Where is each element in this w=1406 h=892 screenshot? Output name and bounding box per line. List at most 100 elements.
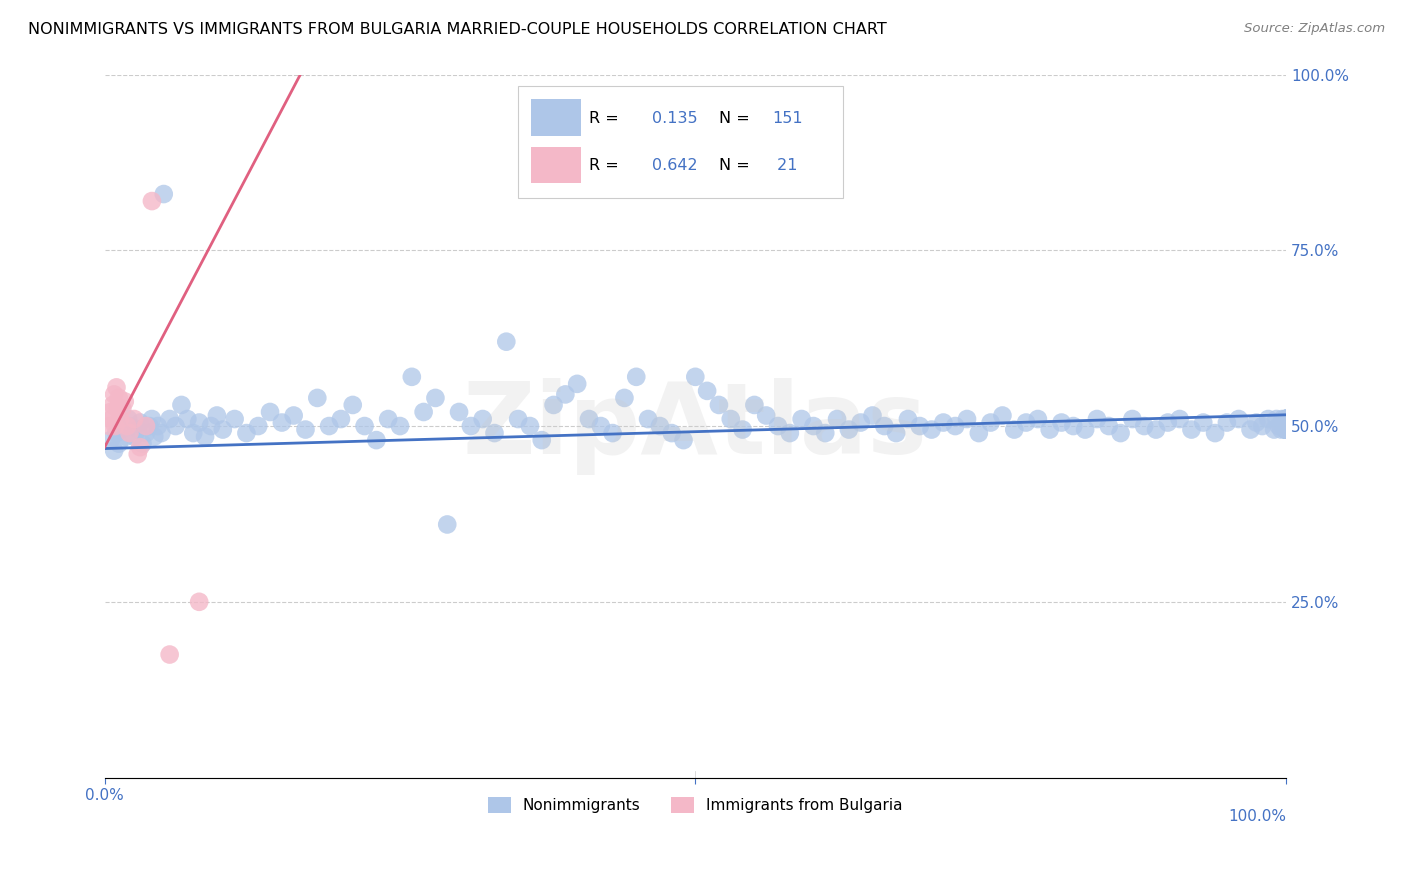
Point [685, 369, 707, 384]
Point [129, 440, 152, 454]
Point [100, 433, 122, 447]
Point [980, 416, 1002, 430]
Text: 0.642: 0.642 [651, 159, 697, 173]
Point [318, 419, 340, 434]
Point [849, 416, 872, 430]
Point [1180, 423, 1202, 437]
Point [814, 426, 837, 441]
Point [98, 419, 121, 434]
Point [103, 387, 125, 401]
Point [108, 391, 131, 405]
Point [449, 405, 471, 419]
Point [377, 412, 399, 426]
Point [790, 412, 813, 426]
Point [1246, 416, 1268, 430]
Text: 151: 151 [772, 112, 803, 127]
Point [1121, 412, 1143, 426]
Point [1098, 419, 1121, 434]
Point [1275, 423, 1298, 437]
Point [707, 398, 730, 412]
Point [1271, 412, 1294, 426]
Point [495, 334, 517, 349]
Point [1157, 416, 1180, 430]
Point [176, 412, 198, 426]
Point [567, 376, 589, 391]
Point [141, 194, 163, 208]
Point [307, 391, 329, 405]
Point [1275, 419, 1298, 434]
Point [436, 517, 458, 532]
Point [135, 419, 157, 434]
Text: 0.135: 0.135 [651, 112, 697, 127]
Y-axis label: Married-couple Households: Married-couple Households [0, 322, 7, 531]
Point [117, 412, 139, 426]
Point [138, 419, 160, 434]
Point [696, 384, 718, 398]
FancyBboxPatch shape [531, 99, 581, 136]
Point [755, 409, 778, 423]
Point [127, 447, 149, 461]
Point [897, 412, 920, 426]
Point [613, 391, 636, 405]
Legend: Nonimmigrants, Immigrants from Bulgaria: Nonimmigrants, Immigrants from Bulgaria [482, 791, 908, 819]
Point [602, 426, 624, 441]
Text: NONIMMIGRANTS VS IMMIGRANTS FROM BULGARIA MARRIED-COUPLE HOUSEHOLDS CORRELATION : NONIMMIGRANTS VS IMMIGRANTS FROM BULGARI… [28, 22, 887, 37]
Point [1204, 426, 1226, 441]
Point [1265, 412, 1288, 426]
Point [118, 426, 141, 441]
Point [554, 387, 576, 401]
Point [1275, 419, 1298, 434]
Point [1272, 419, 1295, 434]
Point [1074, 423, 1097, 437]
Point [1192, 416, 1215, 430]
Text: R =: R = [589, 159, 619, 173]
Point [744, 398, 766, 412]
Point [825, 412, 848, 426]
Point [519, 419, 541, 434]
Point [508, 412, 530, 426]
Point [766, 419, 789, 434]
Point [1015, 416, 1038, 430]
Point [342, 398, 364, 412]
Point [412, 405, 434, 419]
Point [150, 426, 173, 441]
Point [932, 416, 955, 430]
Point [1275, 412, 1298, 426]
Point [104, 419, 127, 434]
Point [425, 391, 447, 405]
Text: R =: R = [589, 112, 619, 127]
Point [991, 409, 1014, 423]
Point [1275, 412, 1298, 426]
Point [1002, 423, 1025, 437]
Text: 21: 21 [772, 159, 797, 173]
Point [779, 426, 801, 441]
Point [1275, 412, 1298, 426]
Point [1275, 423, 1298, 437]
Point [100, 405, 122, 419]
Point [1275, 423, 1298, 437]
Point [152, 187, 174, 202]
Point [159, 648, 181, 662]
Point [460, 419, 482, 434]
Point [1275, 412, 1298, 426]
Point [101, 398, 124, 412]
Point [165, 419, 187, 434]
Point [1274, 416, 1296, 430]
Text: N =: N = [718, 112, 749, 127]
Point [1168, 412, 1191, 426]
Point [188, 595, 211, 609]
Point [105, 426, 128, 441]
Point [146, 419, 169, 434]
Point [1275, 423, 1298, 437]
Point [1257, 412, 1279, 426]
Point [862, 409, 884, 423]
Point [1275, 423, 1298, 437]
Point [388, 419, 411, 434]
Point [200, 419, 222, 434]
Point [283, 409, 305, 423]
Point [127, 423, 149, 437]
Point [1062, 419, 1084, 434]
Point [873, 419, 896, 434]
Point [1275, 423, 1298, 437]
Point [838, 423, 860, 437]
